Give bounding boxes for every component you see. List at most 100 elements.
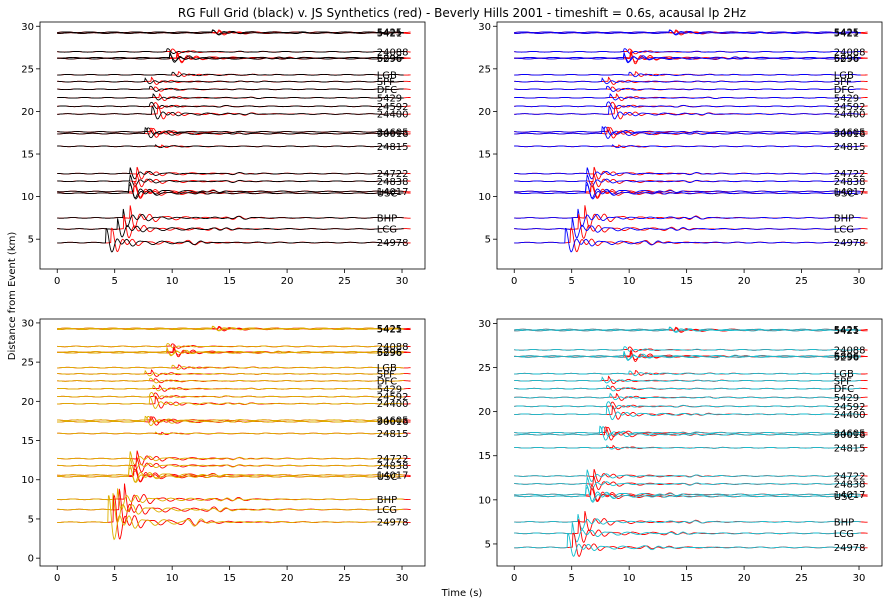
x-tick-label: 10 <box>623 276 636 287</box>
observed-trace-6896 <box>57 51 404 63</box>
observed-trace-24400 <box>57 395 404 409</box>
station-label: USC <box>377 189 398 200</box>
observed-trace-14017 <box>57 181 404 199</box>
x-tick-label: 25 <box>338 276 351 287</box>
station-label: DFC <box>377 376 397 387</box>
observed-trace-DFC <box>514 385 861 392</box>
station-label: USC <box>834 189 855 200</box>
synthetic-trace-BHP <box>514 205 868 229</box>
station-label: USC <box>834 492 855 503</box>
observed-trace-24088 <box>57 48 404 54</box>
x-tick-label: 25 <box>795 276 808 287</box>
observed-trace-5425 <box>514 326 861 333</box>
station-label: 14017 <box>377 187 409 198</box>
observed-trace-24722 <box>514 469 861 482</box>
y-tick-label: 20 <box>21 397 34 408</box>
y-tick-label: 30 <box>21 22 34 33</box>
y-tick-label: 30 <box>478 319 491 330</box>
y-tick-label: 10 <box>478 192 491 203</box>
y-tick-label: 20 <box>21 107 34 118</box>
station-label: 24088 <box>377 342 409 353</box>
station-label: 5296 <box>834 54 859 65</box>
station-label: 24722 <box>834 472 866 483</box>
observed-trace-5425 <box>514 29 861 35</box>
x-tick-label: 5 <box>569 276 575 287</box>
station-label: 6896 <box>834 352 859 363</box>
y-tick-label: 20 <box>478 407 491 418</box>
station-label: 6896 <box>377 347 402 358</box>
station-label: 90016 <box>377 129 409 140</box>
x-tick-label: 20 <box>281 573 294 584</box>
observed-trace-24978 <box>57 495 404 541</box>
synthetic-trace-14017 <box>57 181 411 198</box>
observed-trace-5429 <box>57 384 404 392</box>
observed-trace-24088 <box>57 343 404 349</box>
station-label: SPF <box>834 376 852 387</box>
station-label: 24088 <box>834 345 866 356</box>
station-label: 5296 <box>377 54 402 65</box>
station-label: 24592 <box>834 402 866 413</box>
observed-trace-24400 <box>514 405 861 421</box>
observed-trace-24722 <box>57 451 404 466</box>
station-label: 24605 <box>377 127 409 138</box>
observed-trace-14017 <box>57 464 404 483</box>
station-label: 90016 <box>834 430 866 441</box>
x-tick-label: 30 <box>853 276 866 287</box>
station-label: 24722 <box>377 169 409 180</box>
y-tick-label: 25 <box>21 64 34 75</box>
observed-trace-24592 <box>57 392 404 400</box>
station-label: DFC <box>834 85 854 96</box>
observed-trace-24978 <box>57 227 404 253</box>
synthetic-trace-24838 <box>514 172 868 188</box>
y-tick-label: 10 <box>21 475 34 486</box>
x-tick-label: 30 <box>396 276 409 287</box>
observed-trace-SPF <box>514 77 861 85</box>
station-label: LGB <box>377 70 397 81</box>
synthetic-trace-24400 <box>514 405 868 420</box>
station-label: 14017 <box>834 490 866 501</box>
observed-trace-USC <box>514 184 861 200</box>
y-tick-label: 30 <box>21 318 34 329</box>
observed-trace-5421 <box>57 326 404 332</box>
station-label: 24838 <box>377 461 409 472</box>
x-tick-label: 0 <box>54 276 60 287</box>
station-label: BHP <box>834 213 854 224</box>
synthetic-trace-24400 <box>514 105 868 120</box>
synthetic-trace-BHP <box>57 205 411 229</box>
y-tick-label: 5 <box>28 235 34 246</box>
observed-trace-5425 <box>57 325 404 331</box>
x-tick-label: 15 <box>680 573 693 584</box>
station-label: LCG <box>377 224 397 235</box>
observed-trace-24978 <box>514 227 861 253</box>
station-label: 24400 <box>834 410 866 421</box>
observed-trace-SPF <box>514 376 861 384</box>
observed-trace-24838 <box>57 174 404 187</box>
x-tick-label: 5 <box>112 573 118 584</box>
station-label: 5429 <box>377 93 402 104</box>
station-label: 24815 <box>834 142 866 153</box>
synthetic-trace-14017 <box>514 181 868 198</box>
synthetic-trace-LGB <box>514 370 868 376</box>
x-tick-label: 30 <box>396 573 409 584</box>
station-label: LCG <box>834 224 854 235</box>
station-label: 5425 <box>377 28 402 39</box>
observed-trace-5429 <box>514 93 861 101</box>
axes-frame <box>496 21 883 270</box>
x-tick-label: 10 <box>623 573 636 584</box>
station-label: 24605 <box>377 416 409 427</box>
station-label: 5421 <box>377 325 402 336</box>
station-label: 24838 <box>834 479 866 490</box>
observed-trace-24400 <box>57 105 404 120</box>
observed-trace-24978 <box>514 533 861 557</box>
y-tick-label: 5 <box>485 539 491 550</box>
observed-trace-24605 <box>514 126 861 136</box>
observed-trace-24722 <box>57 167 404 180</box>
observed-trace-LCG <box>57 218 404 238</box>
station-label: LGB <box>834 70 854 81</box>
observed-trace-24722 <box>514 167 861 180</box>
synthetic-trace-BHP <box>514 510 868 532</box>
y-tick-label: 25 <box>21 358 34 369</box>
y-tick-label: 10 <box>21 192 34 203</box>
